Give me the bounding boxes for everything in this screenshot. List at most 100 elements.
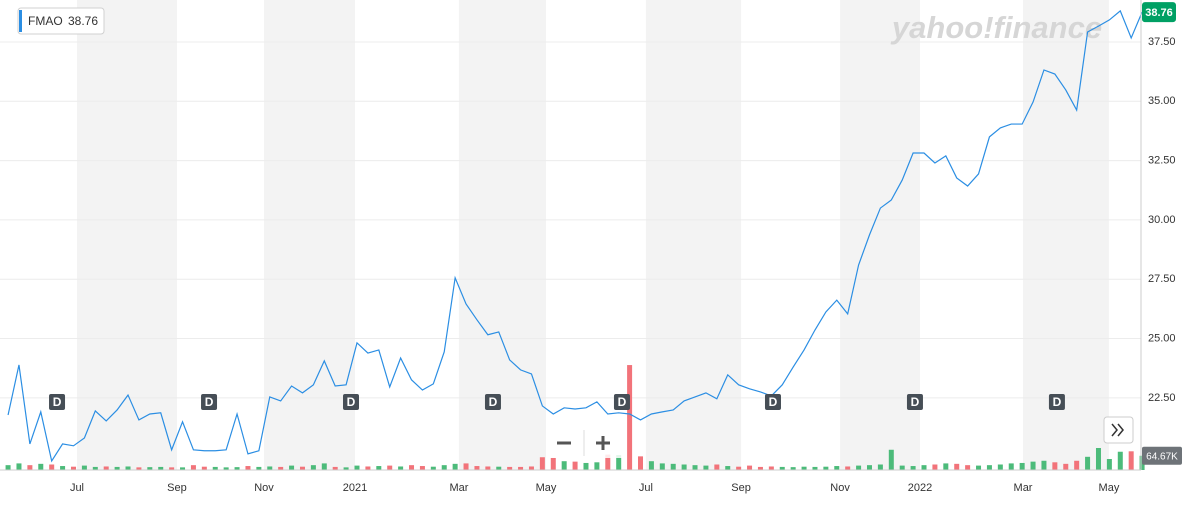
volume-bar xyxy=(256,466,262,470)
volume-bar xyxy=(812,466,818,470)
volume-bar xyxy=(212,466,218,470)
volume-bar xyxy=(1019,462,1025,470)
volume-bar xyxy=(823,466,829,470)
x-tick-label: Nov xyxy=(254,482,274,494)
y-tick-label: 22.50 xyxy=(1148,392,1176,404)
y-tick-label: 37.50 xyxy=(1148,36,1176,48)
last-price: 38.76 xyxy=(1145,7,1173,19)
volume-bar xyxy=(638,456,644,470)
watermark: yahoo!finance xyxy=(890,10,1102,45)
volume-bar xyxy=(703,465,709,470)
volume-bar xyxy=(594,462,600,470)
volume-bar xyxy=(1128,451,1134,470)
volume-bar xyxy=(398,466,404,470)
volume-bar xyxy=(49,464,55,470)
volume-bar xyxy=(725,466,731,470)
dividend-marker: D xyxy=(764,394,781,410)
volume-bar xyxy=(234,467,240,470)
month-shade xyxy=(1023,0,1109,470)
volume-bar xyxy=(1106,459,1112,470)
x-tick-label: May xyxy=(536,482,557,494)
volume-bar xyxy=(365,466,371,470)
badge-color xyxy=(19,10,22,32)
volume-bar xyxy=(943,463,949,470)
x-tick-label: Sep xyxy=(731,482,751,494)
volume-bar xyxy=(1030,461,1036,470)
volume-bar xyxy=(354,465,360,470)
volume-bar xyxy=(747,465,753,470)
volume-bar xyxy=(1117,451,1123,470)
y-tick-label: 25.00 xyxy=(1148,332,1176,344)
volume-bar xyxy=(932,464,938,470)
volume-bar xyxy=(801,466,807,470)
volume-bar xyxy=(845,466,851,470)
badge-box xyxy=(17,7,105,35)
volume-bar xyxy=(976,465,982,470)
dividend-label: D xyxy=(769,395,778,409)
volume-bar xyxy=(485,466,491,470)
scroll-box[interactable] xyxy=(1103,416,1134,444)
dividend-box xyxy=(1048,394,1065,410)
volume-bar xyxy=(736,466,742,470)
volume-bar xyxy=(866,465,872,470)
volume-bar xyxy=(768,466,774,470)
volume-bar xyxy=(190,465,196,470)
volume-bar xyxy=(387,465,393,470)
volume-bar xyxy=(518,466,524,470)
scroll-button[interactable] xyxy=(1103,416,1134,444)
dividend-label: D xyxy=(205,395,214,409)
volume-bar xyxy=(223,467,229,470)
volume-bar xyxy=(441,465,447,470)
volume-bar xyxy=(1063,463,1069,470)
volume-bar xyxy=(430,466,436,470)
month-shade xyxy=(645,0,742,470)
y-tick-label: 32.50 xyxy=(1148,155,1176,167)
x-tick-label: Mar xyxy=(1014,482,1033,494)
last-volume: 64.67K xyxy=(1146,451,1178,462)
volume-bar xyxy=(180,467,186,470)
volume-bar xyxy=(648,461,654,470)
ticker-price: 38.76 xyxy=(68,14,98,28)
dividend-marker: D xyxy=(201,394,218,410)
volume-bar xyxy=(1095,448,1101,470)
zoom-in[interactable] xyxy=(596,436,610,450)
volume-bar xyxy=(321,463,327,470)
volume-bar xyxy=(757,466,763,470)
volume-bar xyxy=(888,449,894,470)
ticker: FMAO xyxy=(28,14,63,28)
dividend-label: D xyxy=(618,395,627,409)
volume-bar xyxy=(299,466,305,470)
volume-bar xyxy=(692,465,698,470)
volume-bar xyxy=(267,466,273,470)
volume-bar xyxy=(583,462,589,470)
month-shade xyxy=(458,0,546,470)
volume-bar xyxy=(103,466,109,470)
volume-bar xyxy=(463,463,469,470)
x-tick-label: Sep xyxy=(167,482,187,494)
volume-bar xyxy=(856,465,862,470)
dividend-label: D xyxy=(1053,395,1062,409)
volume-bar xyxy=(550,457,556,470)
volume-bar xyxy=(343,467,349,470)
ticker-badge: FMAO 38.76 xyxy=(17,7,105,35)
dividend-marker: D xyxy=(343,394,360,410)
volume-bar xyxy=(605,454,611,470)
dividend-marker: D xyxy=(613,394,630,410)
volume-bar xyxy=(92,466,98,470)
zoom-controls[interactable] xyxy=(546,428,622,458)
volume-bar xyxy=(528,466,534,470)
volume-bar xyxy=(278,466,284,470)
dividend-box xyxy=(343,394,360,410)
dividend-box xyxy=(613,394,630,410)
volume-bar xyxy=(125,466,131,470)
dividend-box xyxy=(484,394,501,410)
volume-bar xyxy=(452,463,458,470)
volume-bar xyxy=(245,466,251,470)
volume-bar xyxy=(289,465,295,470)
volume-bar xyxy=(1085,456,1091,470)
volume-bar xyxy=(81,465,87,470)
volume-bar xyxy=(910,466,916,470)
y-tick-label: 27.50 xyxy=(1148,273,1176,285)
volume-bar xyxy=(539,457,545,470)
volume-bar xyxy=(986,465,992,470)
